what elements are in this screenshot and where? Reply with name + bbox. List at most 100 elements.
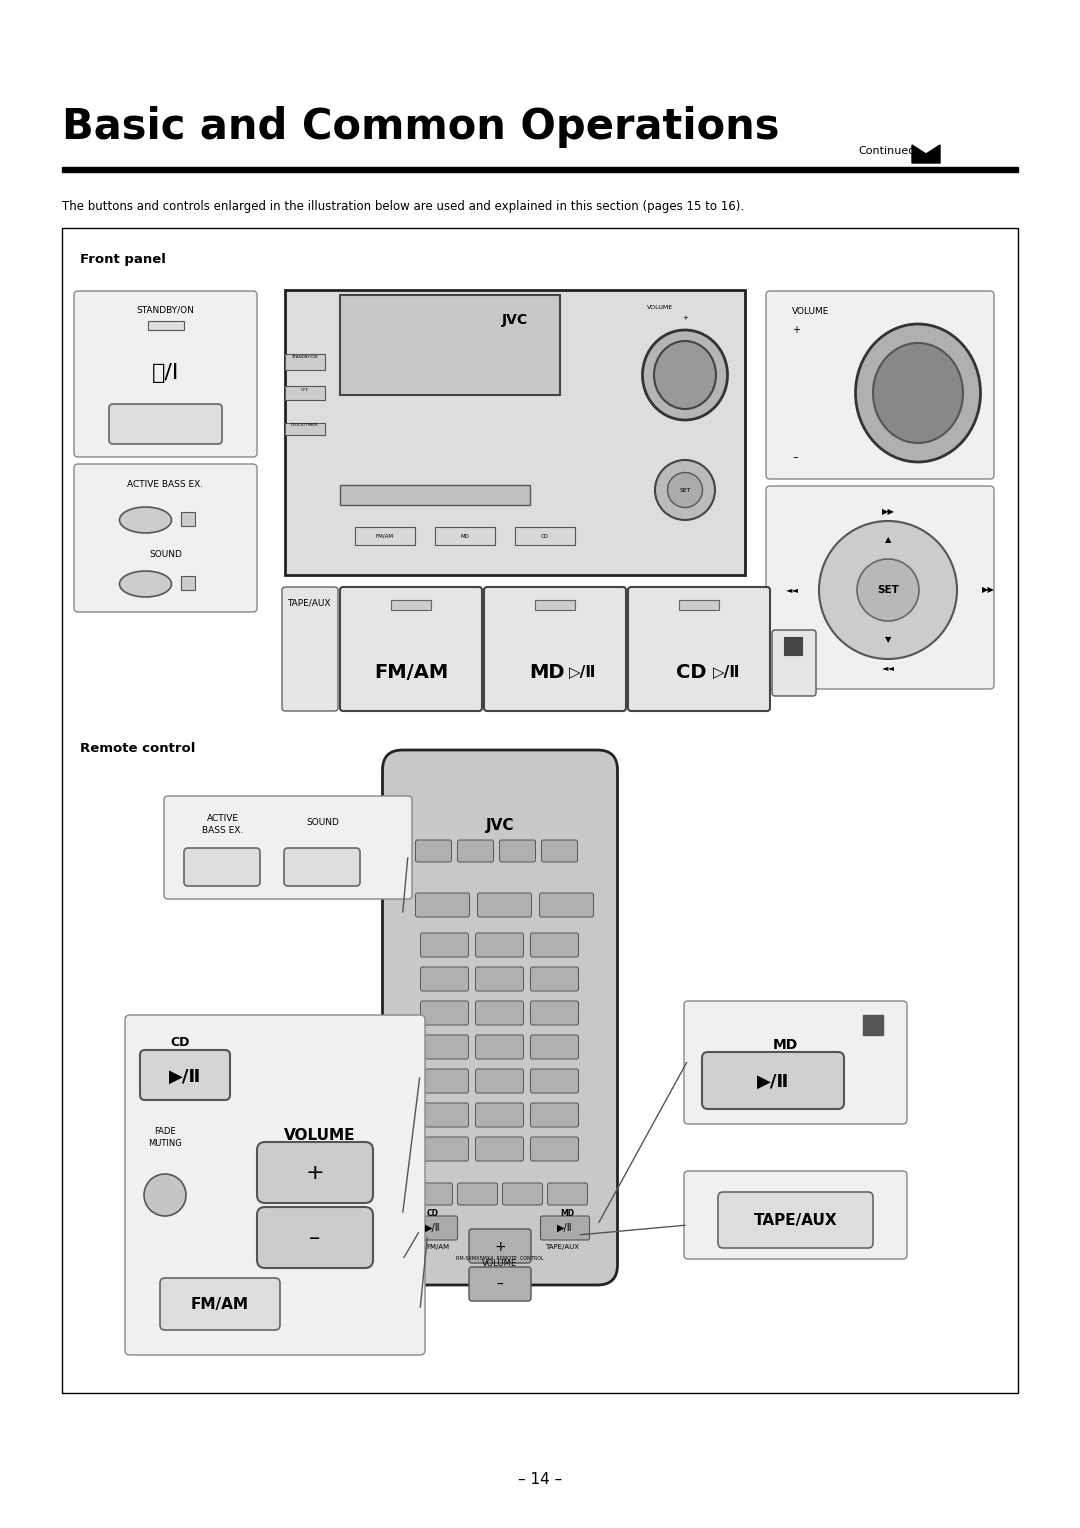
Bar bbox=[515, 527, 575, 545]
Bar bbox=[340, 295, 561, 396]
FancyBboxPatch shape bbox=[420, 1137, 469, 1161]
Text: VOLUME: VOLUME bbox=[792, 307, 829, 315]
Text: SET: SET bbox=[679, 487, 691, 492]
FancyBboxPatch shape bbox=[540, 1216, 590, 1241]
Text: ▶/Ⅱ: ▶/Ⅱ bbox=[757, 1073, 789, 1091]
FancyBboxPatch shape bbox=[627, 587, 770, 711]
FancyBboxPatch shape bbox=[420, 1034, 469, 1059]
Text: CD: CD bbox=[171, 1036, 190, 1048]
Ellipse shape bbox=[120, 507, 172, 533]
FancyBboxPatch shape bbox=[475, 1001, 524, 1025]
FancyBboxPatch shape bbox=[766, 486, 994, 689]
Bar bbox=[863, 1015, 883, 1034]
Text: ▷/Ⅱ: ▷/Ⅱ bbox=[713, 665, 741, 680]
Text: Basic and Common Operations: Basic and Common Operations bbox=[62, 105, 780, 148]
FancyBboxPatch shape bbox=[109, 403, 222, 445]
FancyBboxPatch shape bbox=[458, 840, 494, 862]
FancyBboxPatch shape bbox=[458, 1183, 498, 1206]
Ellipse shape bbox=[120, 571, 172, 597]
Text: VOLUME: VOLUME bbox=[284, 1128, 355, 1143]
FancyBboxPatch shape bbox=[530, 967, 579, 992]
FancyBboxPatch shape bbox=[420, 967, 469, 992]
Text: Front panel: Front panel bbox=[80, 254, 166, 266]
FancyBboxPatch shape bbox=[340, 587, 482, 711]
FancyBboxPatch shape bbox=[420, 1070, 469, 1093]
Text: ▶▶: ▶▶ bbox=[982, 585, 995, 594]
Text: JVC: JVC bbox=[486, 817, 514, 833]
Ellipse shape bbox=[819, 521, 957, 659]
FancyBboxPatch shape bbox=[530, 1137, 579, 1161]
Ellipse shape bbox=[654, 341, 716, 410]
Polygon shape bbox=[912, 145, 940, 163]
Text: –: – bbox=[497, 1277, 503, 1293]
FancyBboxPatch shape bbox=[475, 1034, 524, 1059]
Bar bbox=[679, 601, 719, 610]
Text: ⏻/I: ⏻/I bbox=[152, 364, 179, 384]
Text: SOUND: SOUND bbox=[149, 550, 181, 559]
Bar bbox=[435, 527, 495, 545]
Text: FM/AM: FM/AM bbox=[374, 663, 448, 681]
Text: FM/AM: FM/AM bbox=[191, 1297, 249, 1313]
Bar bbox=[355, 527, 415, 545]
FancyBboxPatch shape bbox=[125, 1015, 426, 1355]
Text: JVC: JVC bbox=[502, 313, 528, 327]
Text: MD: MD bbox=[773, 1038, 798, 1051]
FancyBboxPatch shape bbox=[257, 1207, 373, 1268]
Text: –: – bbox=[309, 1229, 321, 1248]
FancyBboxPatch shape bbox=[140, 1050, 230, 1100]
Text: ACTIVE BASS EX.: ACTIVE BASS EX. bbox=[127, 480, 203, 489]
FancyBboxPatch shape bbox=[548, 1183, 588, 1206]
Text: +: + bbox=[683, 315, 688, 321]
Text: ▶/Ⅱ: ▶/Ⅱ bbox=[556, 1222, 572, 1233]
FancyBboxPatch shape bbox=[530, 1034, 579, 1059]
FancyBboxPatch shape bbox=[469, 1267, 531, 1300]
Ellipse shape bbox=[667, 472, 702, 507]
FancyBboxPatch shape bbox=[530, 1001, 579, 1025]
Ellipse shape bbox=[144, 1174, 186, 1216]
FancyBboxPatch shape bbox=[484, 587, 626, 711]
Text: ▼: ▼ bbox=[885, 636, 891, 645]
FancyBboxPatch shape bbox=[284, 848, 360, 886]
Text: ▲: ▲ bbox=[885, 535, 891, 544]
Bar bbox=[391, 601, 431, 610]
Text: STANDBY/ON: STANDBY/ON bbox=[292, 354, 319, 359]
Ellipse shape bbox=[873, 342, 963, 443]
FancyBboxPatch shape bbox=[477, 892, 531, 917]
FancyBboxPatch shape bbox=[530, 1103, 579, 1128]
Bar bbox=[148, 321, 184, 330]
Text: BASS EX.: BASS EX. bbox=[202, 825, 244, 834]
FancyBboxPatch shape bbox=[772, 630, 816, 695]
Text: +: + bbox=[306, 1163, 324, 1183]
Text: Continued: Continued bbox=[858, 147, 916, 156]
FancyBboxPatch shape bbox=[475, 1103, 524, 1128]
Text: RM-SXMX5MX4  REMOTE  CONTROL: RM-SXMX5MX4 REMOTE CONTROL bbox=[456, 1256, 544, 1262]
FancyBboxPatch shape bbox=[502, 1183, 542, 1206]
Text: MD: MD bbox=[460, 533, 470, 538]
Ellipse shape bbox=[858, 559, 919, 620]
FancyBboxPatch shape bbox=[408, 1216, 458, 1241]
Text: FM/AM: FM/AM bbox=[426, 1244, 449, 1250]
FancyBboxPatch shape bbox=[530, 1070, 579, 1093]
Text: MUTING: MUTING bbox=[148, 1138, 181, 1148]
Bar bbox=[535, 601, 575, 610]
Text: CD: CD bbox=[427, 1209, 438, 1218]
FancyBboxPatch shape bbox=[540, 892, 594, 917]
FancyBboxPatch shape bbox=[475, 1137, 524, 1161]
FancyBboxPatch shape bbox=[475, 967, 524, 992]
FancyBboxPatch shape bbox=[469, 1229, 531, 1264]
Text: ◄◄: ◄◄ bbox=[881, 663, 894, 672]
Ellipse shape bbox=[855, 324, 981, 461]
FancyBboxPatch shape bbox=[420, 1001, 469, 1025]
FancyBboxPatch shape bbox=[382, 750, 618, 1285]
Text: ▶/Ⅱ: ▶/Ⅱ bbox=[424, 1222, 441, 1233]
FancyBboxPatch shape bbox=[257, 1141, 373, 1203]
Text: FADE: FADE bbox=[154, 1128, 176, 1137]
Text: The buttons and controls enlarged in the illustration below are used and explain: The buttons and controls enlarged in the… bbox=[62, 200, 744, 212]
FancyBboxPatch shape bbox=[684, 1170, 907, 1259]
FancyBboxPatch shape bbox=[499, 840, 536, 862]
Text: SET: SET bbox=[877, 585, 899, 594]
Bar bbox=[62, 228, 1018, 1394]
Bar bbox=[285, 423, 325, 435]
Text: –: – bbox=[792, 452, 798, 461]
FancyBboxPatch shape bbox=[420, 934, 469, 957]
